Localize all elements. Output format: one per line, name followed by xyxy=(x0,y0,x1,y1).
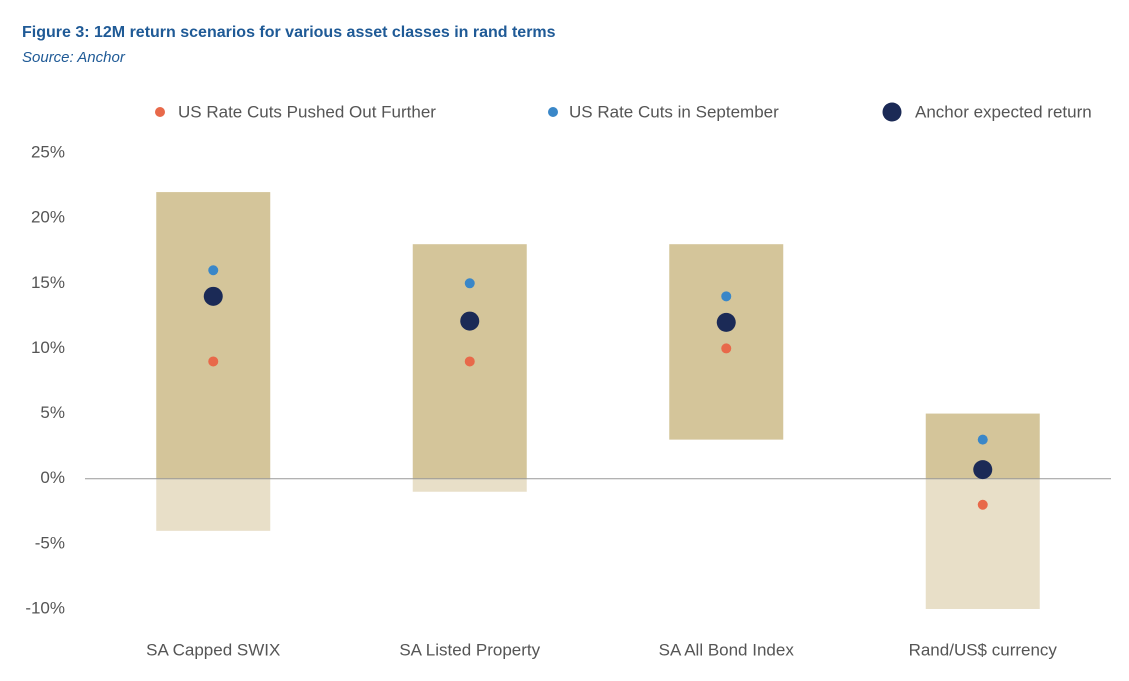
legend-marker xyxy=(548,107,558,117)
y-tick-label: -5% xyxy=(35,533,65,552)
scenario-dot xyxy=(977,499,988,510)
range-bar-positive xyxy=(669,244,784,440)
legend-marker xyxy=(882,102,902,122)
scenario-dot xyxy=(716,312,736,332)
y-tick-label: 5% xyxy=(40,403,65,422)
y-tick-label: 0% xyxy=(40,468,65,487)
x-tick-label: SA Listed Property xyxy=(399,640,540,659)
x-tick-label: SA Capped SWIX xyxy=(146,640,280,659)
chart-title: Figure 3: 12M return scenarios for vario… xyxy=(22,24,556,41)
scenario-dot xyxy=(977,434,988,445)
y-tick-label: 15% xyxy=(31,273,65,292)
scenario-dot xyxy=(464,356,475,367)
scenario-dot xyxy=(460,311,480,331)
x-tick-label: SA All Bond Index xyxy=(659,640,795,659)
scenario-dot xyxy=(203,286,223,306)
y-tick-label: 25% xyxy=(31,142,65,161)
range-bar-negative xyxy=(156,478,271,531)
scenario-dot xyxy=(208,265,219,276)
scenario-dot xyxy=(721,291,732,302)
scenario-dot xyxy=(973,460,993,480)
range-bar-positive xyxy=(156,192,271,479)
legend-marker xyxy=(155,107,165,117)
scenario-dot xyxy=(721,343,732,354)
y-tick-label: 20% xyxy=(31,208,65,227)
x-tick-label: Rand/US$ currency xyxy=(909,640,1058,659)
range-bar-negative xyxy=(412,478,527,492)
legend-label: US Rate Cuts in September xyxy=(569,102,779,121)
legend-label: US Rate Cuts Pushed Out Further xyxy=(178,102,436,121)
scenario-dot xyxy=(208,356,219,367)
y-tick-label: 10% xyxy=(31,338,65,357)
chart-subtitle: Source: Anchor xyxy=(22,49,126,66)
range-bar-negative xyxy=(925,478,1040,609)
legend-label: Anchor expected return xyxy=(915,102,1092,121)
scenario-dot xyxy=(464,278,475,289)
y-tick-label: -10% xyxy=(25,598,65,617)
